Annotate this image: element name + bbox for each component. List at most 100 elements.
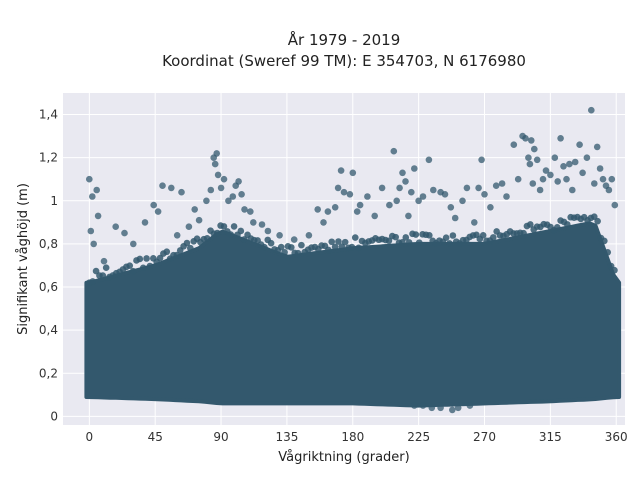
edge-point [240,236,248,243]
data-point [100,257,108,265]
data-point [588,106,595,114]
data-point [571,158,579,166]
edge-point [298,241,305,249]
edge-point [139,264,147,272]
data-point [405,212,412,220]
edge-point [520,229,527,237]
data-point [487,204,494,211]
data-point [447,204,455,211]
edge-point [527,221,534,228]
y-tick-label: 1 [50,194,58,208]
edge-point [237,227,245,235]
data-point [93,186,100,194]
data-point [229,193,237,200]
data-point [290,236,298,243]
edge-point [399,239,406,246]
data-point [90,240,97,248]
edge-point [415,239,423,246]
data-point [331,204,339,211]
data-point [154,208,162,215]
x-tick-label: 135 [275,430,298,444]
edge-point [146,262,154,270]
edge-point [89,278,97,285]
edge-point [281,248,288,256]
data-point [337,167,345,174]
edge-point [405,239,413,246]
x-tick-label: 225 [407,430,430,444]
edge-point [328,238,336,246]
edge-point [173,251,181,259]
data-point [579,169,586,177]
chart-subtitle: Koordinat (Sweref 99 TM): E 354703, N 61… [162,52,526,70]
data-point [213,150,220,157]
data-point [557,135,564,142]
edge-point [412,231,420,238]
data-point [514,175,522,183]
data-point [305,232,313,239]
data-point [408,188,415,196]
data-point [235,178,242,185]
data-point [437,404,444,412]
edge-point [277,243,285,251]
data-point [419,193,427,200]
data-point [531,145,538,153]
edge-point [385,237,393,245]
edge-point [183,239,191,247]
edge-point [590,213,598,220]
edge-point [489,234,497,241]
data-point [225,197,232,205]
data-point [591,180,598,187]
x-tick-label: 45 [148,430,163,444]
edge-point [604,248,612,256]
y-tick-label: 0 [50,409,58,423]
edge-point [129,267,137,275]
data-point [364,193,371,200]
edge-point [163,248,171,256]
data-point [390,147,398,155]
x-tick-label: 360 [605,430,628,444]
data-point [425,156,433,164]
data-point [173,232,181,239]
edge-point [426,232,433,239]
data-point [463,184,471,192]
x-tick-label: 180 [341,430,364,444]
data-point [86,175,93,183]
edge-point [335,238,342,245]
data-point [191,206,198,213]
data-point [411,165,418,172]
data-point [449,406,456,414]
data-point [525,154,532,161]
x-tick-label: 0 [86,430,94,444]
data-point [87,227,95,235]
data-point [94,212,102,220]
data-point [478,156,485,164]
data-point [241,206,248,213]
y-tick-label: 0,8 [39,237,58,251]
data-point [356,201,364,209]
data-point [168,184,175,192]
data-point [320,219,327,226]
data-point [159,182,166,189]
data-point [451,214,459,222]
data-point [611,201,619,209]
edge-point [230,223,238,230]
data-point [399,169,406,177]
data-point [411,402,418,409]
data-point [566,160,573,168]
edge-point [227,231,235,238]
edge-point [102,264,110,271]
data-point [430,186,437,194]
x-tick-label: 90 [213,430,228,444]
data-point [276,232,283,239]
data-point [396,184,403,192]
y-tick-label: 1,2 [39,151,58,165]
edge-point [564,221,571,228]
edge-point [294,249,302,257]
x-tick-label: 315 [539,430,562,444]
data-point [207,186,215,194]
data-point [419,402,427,409]
edge-point [338,243,346,250]
chart-title: År 1979 - 2019 [288,30,401,49]
edge-point [187,244,194,252]
data-point [195,216,203,224]
